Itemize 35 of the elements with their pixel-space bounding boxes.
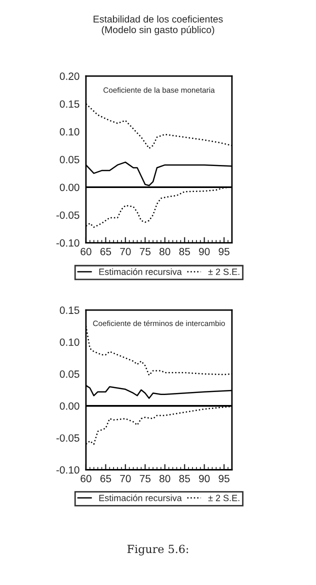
legend-label: Estimación recursiva: [99, 268, 182, 275]
legend-label: ± 2 S.E.: [208, 268, 240, 275]
x-tick-label: 60: [80, 474, 92, 482]
x-tick-label: 85: [179, 474, 190, 482]
y-tick-label: -0.10: [56, 466, 80, 474]
y-tick-label: 0.10: [60, 338, 80, 346]
x-tick-label: 90: [199, 474, 210, 482]
x-tick-label: 65: [100, 474, 112, 482]
y-tick-label: 0.15: [60, 100, 80, 108]
x-tick-label: 95: [218, 248, 230, 256]
y-tick-label: 0.10: [60, 128, 80, 136]
y-tick-label: -0.10: [56, 239, 80, 247]
x-tick-label: 75: [140, 248, 150, 256]
y-tick-label: 0.20: [60, 72, 80, 80]
x-tick-label: 90: [199, 248, 210, 256]
x-tick-label: 65: [100, 248, 112, 256]
y-tick-label: -0.05: [56, 434, 80, 442]
y-tick-label: 0.05: [60, 156, 80, 164]
x-tick-label: 80: [160, 248, 170, 256]
x-tick-label: 80: [160, 474, 170, 482]
y-tick-label: 0.15: [60, 306, 80, 314]
y-tick-label: 0.05: [60, 370, 80, 378]
x-tick-label: 70: [120, 474, 131, 482]
y-tick-label: 0.00: [60, 184, 80, 192]
x-tick-label: 75: [140, 475, 150, 482]
legend-label: Estimación recursiva: [99, 494, 182, 502]
x-tick-label: 95: [218, 474, 230, 482]
y-tick-label: 0.00: [60, 402, 80, 410]
x-tick-label: 70: [120, 248, 131, 256]
chart-title: Estabilidad de los coeficientes (Modelo sin gasto público): [94, 15, 223, 36]
x-tick-label: 85: [179, 248, 190, 256]
legend-label: ± 2 S.E.: [208, 494, 240, 502]
y-tick-label: -0.05: [56, 211, 80, 219]
caption: Figure 5.6:: [127, 544, 188, 556]
x-tick-label: 60: [80, 248, 92, 256]
